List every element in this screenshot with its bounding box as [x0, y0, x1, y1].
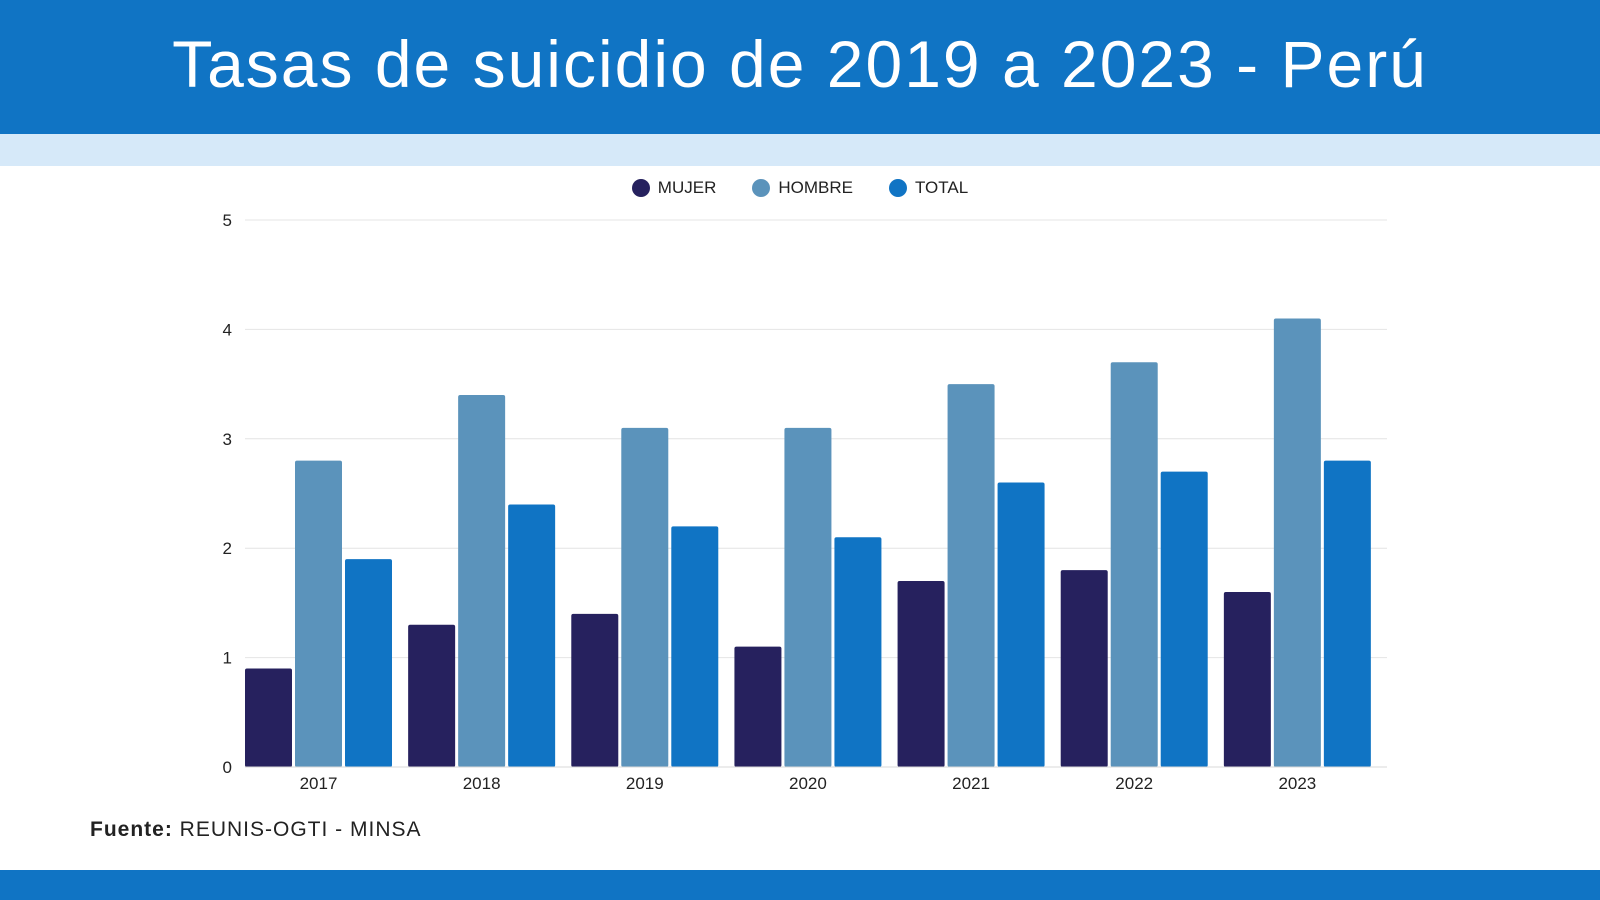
legend-label-total: TOTAL [914, 178, 969, 197]
footer-band [0, 870, 1600, 900]
bar-total-2020 [834, 537, 882, 767]
bar-mujer-2019 [571, 613, 619, 767]
bar-mujer-2021 [897, 581, 945, 767]
bar-hombre-2021 [947, 384, 995, 767]
bar-mujer-2018 [408, 624, 456, 767]
legend-swatch-mujer [631, 179, 650, 197]
bar-total-2021 [997, 482, 1045, 767]
legend-swatch-hombre [752, 179, 771, 197]
bar-hombre-2023 [1273, 318, 1321, 767]
legend-swatch-total [888, 179, 907, 197]
chart-legend: MUJER HOMBRE TOTAL [0, 175, 1600, 201]
x-tick-label: 2021 [952, 774, 990, 793]
bar-hombre-2022 [1110, 362, 1158, 767]
x-tick-label: 2018 [463, 774, 501, 793]
bar-total-2022 [1160, 471, 1208, 767]
x-tick-label: 2022 [1115, 774, 1153, 793]
y-tick-label: 3 [223, 430, 232, 449]
bar-total-2023 [1323, 460, 1371, 767]
x-tick-label: 2023 [1278, 774, 1316, 793]
bar-mujer-2020 [734, 646, 782, 767]
x-tick-label: 2017 [300, 774, 338, 793]
source-label: Fuente: [90, 818, 173, 841]
legend-item-mujer: MUJER [631, 175, 717, 201]
x-tick-label: 2020 [789, 774, 827, 793]
y-tick-label: 4 [223, 320, 232, 339]
bar-total-2017 [345, 559, 392, 767]
bar-mujer-2017 [245, 668, 292, 767]
bar-mujer-2023 [1223, 591, 1271, 767]
bar-total-2019 [671, 526, 719, 767]
legend-item-total: TOTAL [888, 175, 969, 201]
bar-hombre-2019 [621, 427, 669, 767]
bar-total-2018 [508, 504, 556, 767]
legend-label-hombre: HOMBRE [778, 178, 853, 197]
bar-hombre-2017 [295, 460, 342, 767]
legend-label-mujer: MUJER [657, 178, 717, 197]
header-band: Tasas de suicidio de 2019 a 2023 - Perú [0, 0, 1600, 134]
y-tick-label: 5 [223, 211, 232, 230]
y-tick-label: 2 [223, 539, 232, 558]
bar-mujer-2022 [1060, 570, 1108, 767]
subheader-band [0, 134, 1600, 166]
bar-hombre-2020 [784, 427, 832, 767]
legend-item-hombre: HOMBRE [752, 175, 853, 201]
source-note: Fuente: REUNIS-OGTI - MINSA [90, 818, 422, 842]
x-tick-label: 2019 [626, 774, 664, 793]
page-title: Tasas de suicidio de 2019 a 2023 - Perú [172, 27, 1428, 101]
y-tick-label: 1 [223, 649, 232, 668]
source-text: REUNIS-OGTI - MINSA [179, 818, 422, 841]
y-tick-label: 0 [223, 758, 232, 777]
bar-hombre-2018 [458, 395, 506, 767]
